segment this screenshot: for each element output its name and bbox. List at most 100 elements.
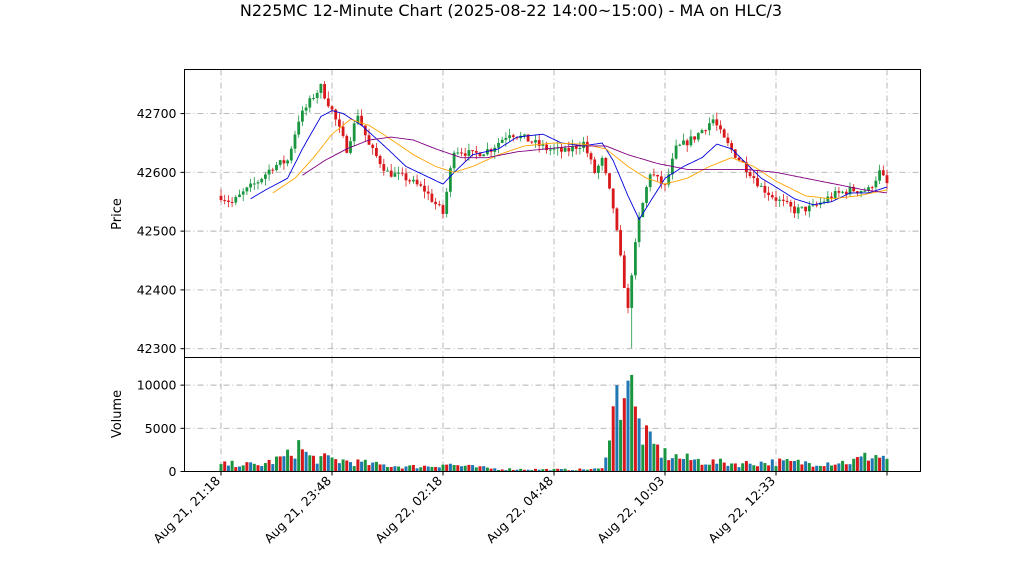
volume-bar [778,458,782,472]
volume-bar [585,469,589,472]
candle-body [511,135,515,138]
candle-body [622,255,626,288]
candle-body [360,115,363,126]
volume-bar [670,458,674,472]
volume-bar [515,469,519,472]
candle-body [267,169,271,175]
volume-bar [574,470,578,472]
volume-bar [593,468,597,472]
candle-body [312,97,315,99]
candle-body [689,136,693,146]
volume-bar [852,458,856,472]
volume-bar [774,466,778,472]
candle-body [656,174,659,177]
candle-body [437,204,441,206]
volume-bar [337,463,341,472]
candle-body [434,201,437,205]
volume-bar [582,469,586,472]
volume-bar [674,454,678,472]
candle-body [375,147,378,156]
price-tick-label: 42300 [137,341,177,356]
volume-bar [615,385,619,472]
volume-bar [874,455,878,472]
volume-bar [452,464,456,472]
volume-bar [878,457,882,472]
candle-body [745,162,748,173]
candle-body [334,109,338,120]
candle-body [885,175,889,184]
volume-y-axis: 0 5000 10000 [137,378,185,479]
volume-bar [282,456,286,472]
candle-body [537,140,541,146]
volume-bar [726,465,730,472]
volume-bar [260,466,264,472]
candle-body [482,154,486,157]
candle-body [863,190,867,192]
candle-body [423,185,426,192]
candle-body [545,144,548,151]
candle-body [774,197,778,201]
volume-bar [341,459,345,472]
candle-body [604,157,608,174]
volume-bar [696,458,700,472]
candle-body [382,164,386,171]
volume-bar [374,461,378,472]
volume-bar [659,457,663,472]
volume-bar [744,461,748,472]
candle-body [445,191,449,214]
candle-body [582,141,585,148]
volume-bar [818,465,822,472]
volume-bar [319,456,323,472]
x-tick-label: Aug 21, 21:18 [150,473,223,546]
candle-body [352,123,356,142]
volume-bar [526,469,530,472]
volume-bar [352,466,356,472]
ma-mid-line [272,119,888,200]
volume-bar [622,398,626,472]
volume-bar [489,468,493,472]
volume-bar [334,459,338,472]
candle-body [223,199,227,201]
volume-bar [596,468,600,472]
candle-body [726,137,730,144]
volume-bar [345,460,349,472]
price-tick-label: 42700 [137,106,177,121]
candle-body [330,106,334,110]
candle-body [304,107,308,111]
volume-bar [460,466,463,472]
volume-bar [419,467,423,472]
volume-bar [363,459,367,472]
price-tick-label: 42600 [137,165,177,180]
candle-body [289,148,293,161]
volume-bar [626,380,630,472]
volume-bar [537,469,541,472]
volume-bar [804,461,808,472]
price-tick-label: 42500 [137,224,177,239]
volume-bar [608,440,611,472]
volume-bar [859,456,863,472]
candle-body [412,179,415,182]
volume-bar [386,467,389,472]
candle-body [260,178,264,183]
candle-body [326,98,330,107]
volume-bar [371,462,375,472]
volume-bar-series [219,374,889,472]
candle-body [219,195,223,200]
volume-bar [563,468,567,472]
volume-bar [315,463,319,472]
candle-body [241,191,245,195]
volume-bar [700,464,704,472]
volume-bar [467,464,471,472]
volume-bar [567,470,571,472]
volume-bar [793,460,796,472]
volume-bar [833,464,837,472]
volume-bar [286,449,290,472]
volume-bar [400,468,404,472]
volume-tick-label: 5000 [145,421,177,436]
candle-body [238,194,241,197]
volume-bar [837,463,841,472]
volume-bar [349,462,352,472]
volume-bar [241,465,245,472]
candle-body [530,141,534,143]
